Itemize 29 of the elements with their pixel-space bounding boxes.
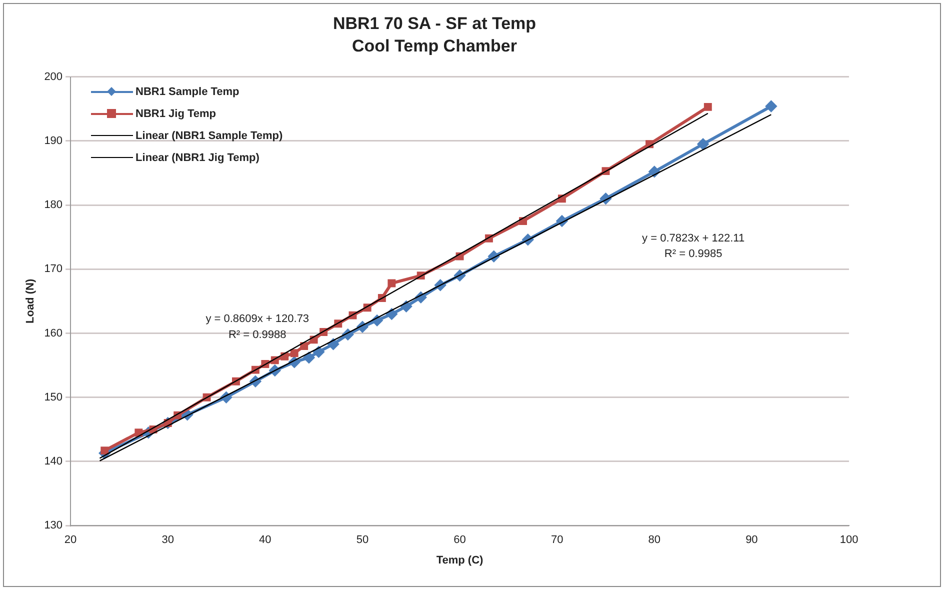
x-tick-label: 60	[454, 534, 466, 546]
y-tick-label: 180	[44, 199, 63, 212]
annotation: y = 0.7823x + 122.11	[642, 232, 745, 244]
y-tick-label: 160	[44, 327, 63, 340]
legend-label: Linear (NBR1 Jig Temp)	[136, 152, 260, 164]
x-tick-label: 100	[840, 534, 858, 546]
y-tick-label: 170	[44, 263, 63, 276]
y-tick-label: 190	[44, 134, 63, 147]
x-tick-label: 30	[162, 534, 174, 546]
legend-label: NBR1 Jig Temp	[136, 108, 216, 120]
y-tick-label: 200	[44, 70, 63, 83]
annotation: R² = 0.9988	[228, 328, 286, 341]
annotation: R² = 0.9985	[664, 248, 722, 260]
x-tick-label: 40	[259, 534, 272, 546]
annotation: y = 0.8609x + 120.73	[206, 313, 310, 326]
x-tick-label: 20	[64, 534, 77, 546]
x-tick-label: 70	[550, 534, 564, 546]
x-tick-label: 80	[648, 534, 661, 546]
chart-subtitle: Cool Temp Chamber	[352, 36, 518, 56]
x-tick-label: 50	[356, 534, 369, 546]
legend-label: Linear (NBR1 Sample Temp)	[136, 130, 283, 142]
x-axis-title: Temp (C)	[436, 554, 484, 566]
y-axis-title: Load (N)	[24, 278, 37, 324]
legend-label: NBR1 Sample Temp	[136, 86, 240, 98]
y-tick-label: 130	[44, 520, 63, 532]
x-tick-label: 90	[746, 534, 758, 546]
chart-title: NBR1 70 SA - SF at Temp	[332, 14, 536, 33]
y-tick-label: 150	[44, 391, 63, 404]
y-tick-label: 140	[44, 456, 63, 468]
